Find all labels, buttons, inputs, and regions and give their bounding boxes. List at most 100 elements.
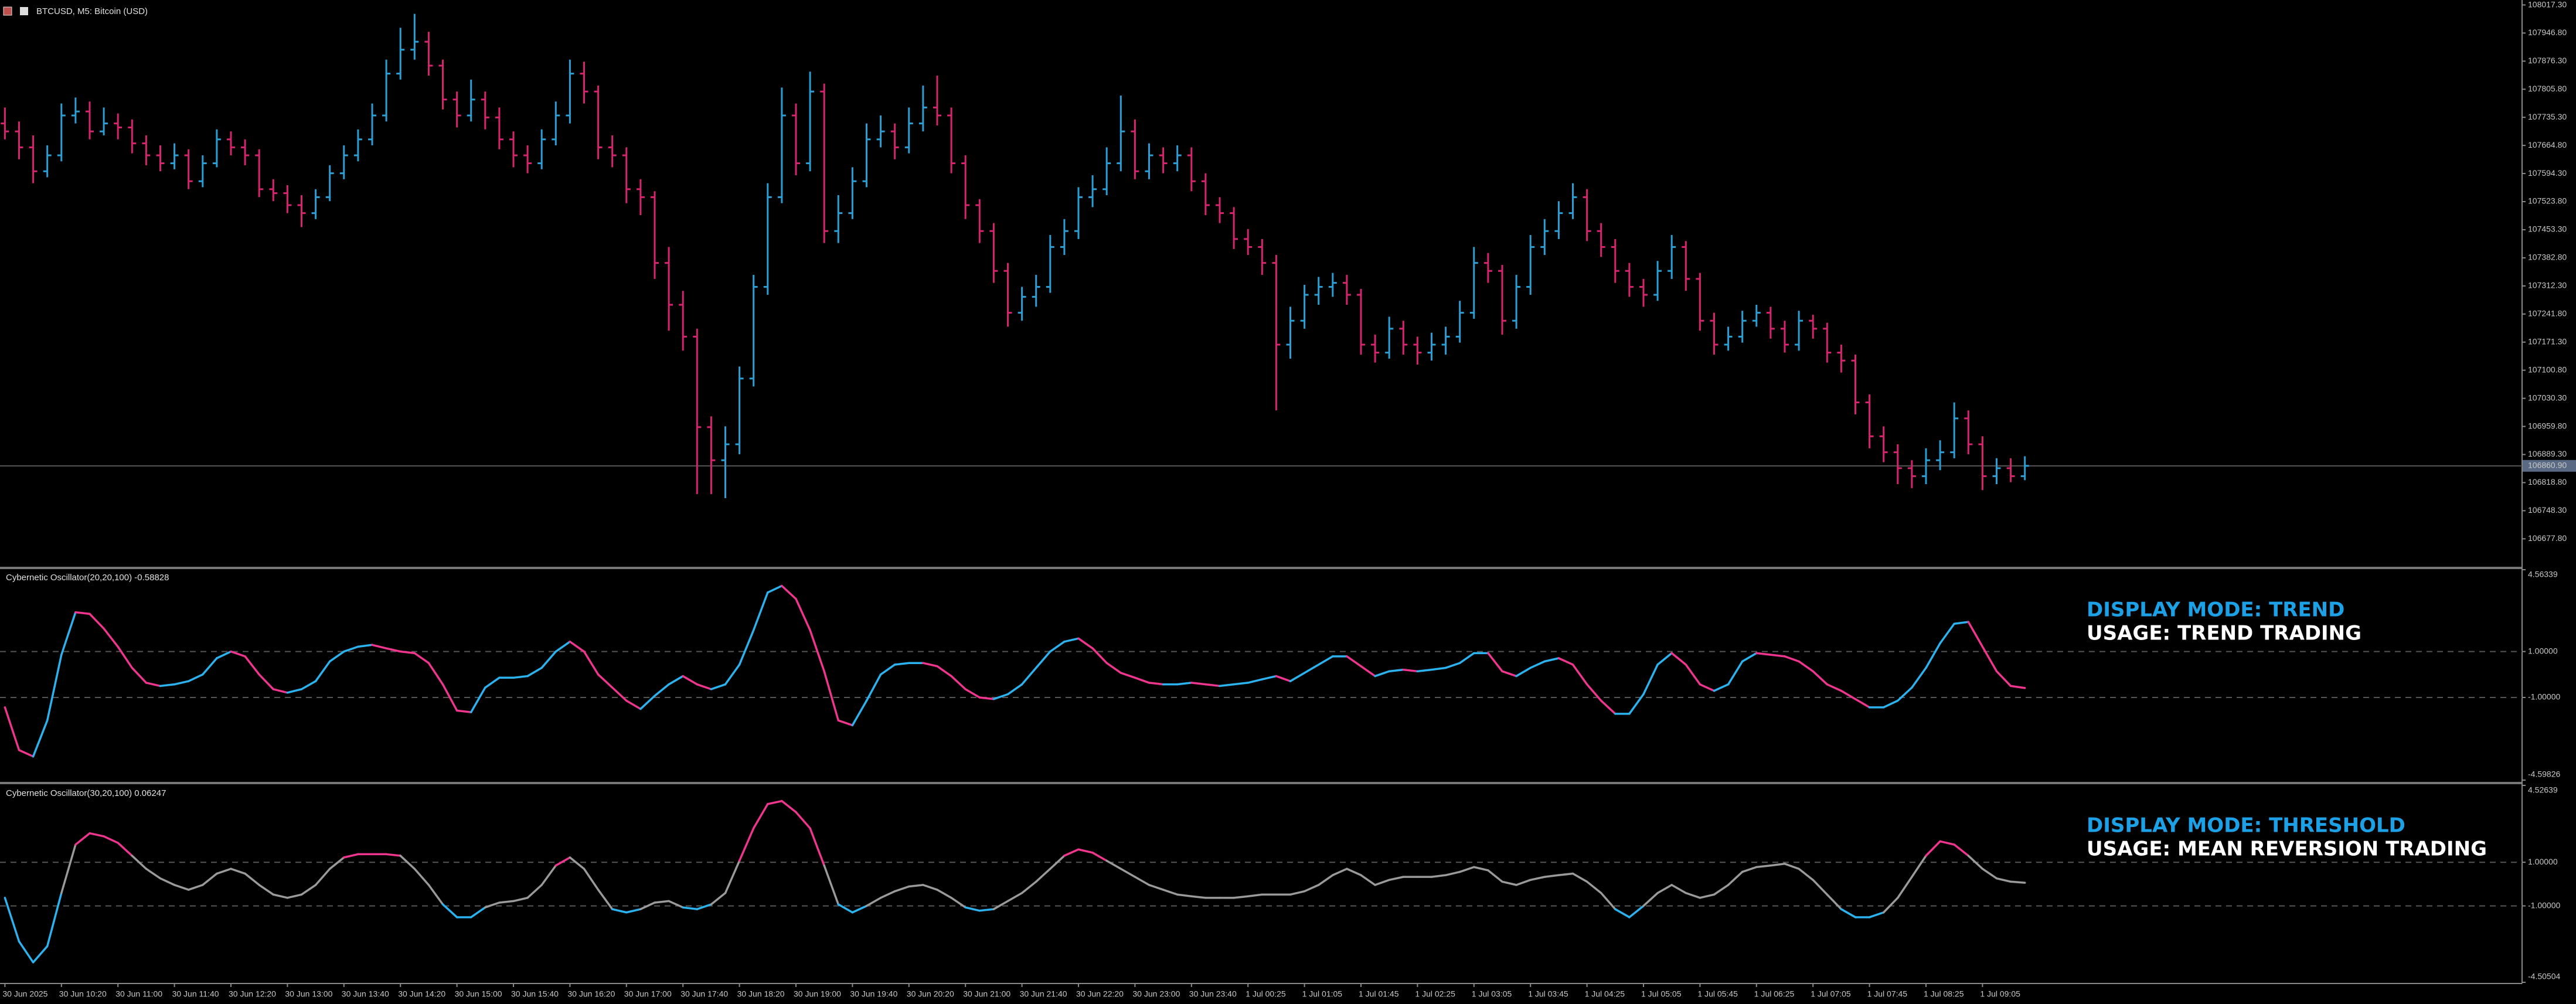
oscillator-segment	[1317, 655, 1334, 666]
y-tick-label: -4.50504	[2528, 972, 2560, 981]
oscillator-segment	[1939, 840, 1955, 846]
oscillator-segment	[936, 889, 952, 899]
x-tick-label: 30 Jun 19:40	[850, 989, 897, 999]
oscillator-segment	[441, 683, 458, 712]
oscillator-segment	[244, 872, 260, 886]
y-tick-label: 106889.30	[2528, 449, 2567, 458]
oscillator-segment	[103, 835, 119, 844]
oscillator-segment	[654, 900, 670, 904]
oscillator-segment	[117, 842, 134, 857]
oscillator-segment	[1035, 650, 1052, 669]
oscillator-segment	[639, 901, 656, 910]
oscillator-segment	[964, 688, 981, 699]
annotation: USAGE: MEAN REVERSION TRADING	[2087, 838, 2487, 861]
oscillator-segment	[1487, 869, 1503, 883]
y-tick-label: 107171.30	[2528, 336, 2567, 346]
oscillator-segment	[1247, 678, 1264, 684]
oscillator-segment	[1585, 683, 1602, 702]
oscillator-segment	[526, 666, 543, 678]
x-tick-label: 30 Jun 2025	[2, 989, 47, 999]
oscillator-segment	[1063, 637, 1080, 643]
symbol-icon[interactable]	[20, 7, 28, 15]
chart-title: BTCUSD, M5: Bitcoin (USD)	[36, 6, 148, 16]
oscillator-segment	[597, 889, 614, 910]
oscillator-segment	[724, 663, 741, 686]
oscillator-segment	[1571, 872, 1588, 883]
oscillator-segment	[1190, 682, 1207, 686]
oscillator-segment	[314, 660, 331, 682]
y-tick-label: 106818.80	[2528, 477, 2567, 486]
oscillator-segment	[413, 867, 430, 886]
x-tick-label: 1 Jul 03:45	[1528, 989, 1568, 999]
x-tick-label: 1 Jul 01:45	[1359, 989, 1399, 999]
oscillator-segment	[413, 652, 430, 664]
oscillator-segment	[1925, 840, 1941, 857]
oscillator-segment	[1812, 670, 1829, 686]
x-tick-label: 1 Jul 03:05	[1472, 989, 1512, 999]
oscillator-segment	[1515, 879, 1532, 886]
oscillator-segment	[710, 891, 727, 906]
oscillator-segment	[1219, 683, 1235, 688]
oscillator-segment	[272, 688, 289, 694]
x-tick-label: 30 Jun 21:00	[963, 989, 1010, 999]
oscillator-segment	[300, 680, 317, 690]
oscillator-segment	[300, 884, 317, 896]
oscillator-segment	[74, 832, 91, 846]
x-tick-label: 1 Jul 06:25	[1754, 989, 1795, 999]
oscillator-segment	[187, 884, 204, 891]
oscillator-segment	[1430, 874, 1447, 878]
x-tick-label: 30 Jun 15:00	[455, 989, 502, 999]
oscillator-segment	[1444, 870, 1461, 876]
oscillator-segment	[1430, 666, 1447, 671]
oscillator-segment	[893, 885, 910, 893]
oscillator-segment	[1162, 889, 1179, 896]
oscillator-segment	[569, 856, 586, 870]
oscillator-segment	[625, 699, 642, 710]
oscillator-segment	[484, 676, 501, 689]
symbol-icon[interactable]	[3, 6, 12, 16]
x-tick-label: 30 Jun 10:20	[59, 989, 107, 999]
oscillator-segment	[1897, 876, 1913, 899]
y-tick-label: 108017.30	[2528, 0, 2567, 9]
oscillator-segment	[1656, 884, 1673, 894]
indicator-title: Cybernetic Oscillator(30,20,100) 0.06247	[6, 788, 166, 798]
oscillator-segment	[1049, 855, 1066, 870]
oscillator-segment	[455, 709, 472, 713]
oscillator-segment	[328, 650, 345, 663]
oscillator-segment	[230, 867, 246, 875]
oscillator-segment	[1897, 686, 1913, 702]
oscillator-segment	[1826, 893, 1843, 910]
x-tick-label: 1 Jul 07:45	[1867, 989, 1908, 999]
oscillator-segment	[1727, 660, 1744, 686]
x-tick-label: 30 Jun 23:40	[1189, 989, 1237, 999]
oscillator-segment	[1233, 682, 1249, 686]
oscillator-segment	[89, 612, 105, 630]
oscillator-segment	[230, 650, 246, 658]
oscillator-segment	[1077, 637, 1094, 649]
x-tick-label: 30 Jun 11:00	[115, 989, 162, 999]
oscillator-segment	[865, 897, 882, 907]
oscillator-segment	[357, 644, 373, 648]
oscillator-segment	[823, 865, 840, 906]
y-tick-label: 107664.80	[2528, 140, 2567, 149]
oscillator-segment	[1741, 652, 1758, 663]
oscillator-segment	[1261, 675, 1278, 680]
oscillator-segment	[1995, 877, 2012, 883]
y-tick-label: 4.56339	[2528, 570, 2558, 579]
x-tick-label: 30 Jun 20:20	[907, 989, 954, 999]
y-tick-label: 107100.80	[2528, 365, 2567, 374]
oscillator-segment	[441, 903, 458, 918]
current-price-label: 106860.90	[2528, 461, 2567, 470]
x-tick-label: 30 Jun 14:20	[398, 989, 445, 999]
oscillator-segment	[795, 811, 811, 829]
oscillator-segment	[554, 641, 571, 653]
oscillator-segment	[1332, 867, 1348, 876]
oscillator-segment	[1784, 655, 1800, 663]
y-tick-label: -1.00000	[2528, 692, 2560, 702]
oscillator-segment	[611, 686, 628, 702]
oscillator-segment	[427, 662, 444, 686]
oscillator-segment	[1049, 641, 1066, 653]
oscillator-segment	[1416, 668, 1433, 673]
oscillator-segment	[1699, 893, 1716, 899]
oscillator-segment	[385, 647, 401, 653]
